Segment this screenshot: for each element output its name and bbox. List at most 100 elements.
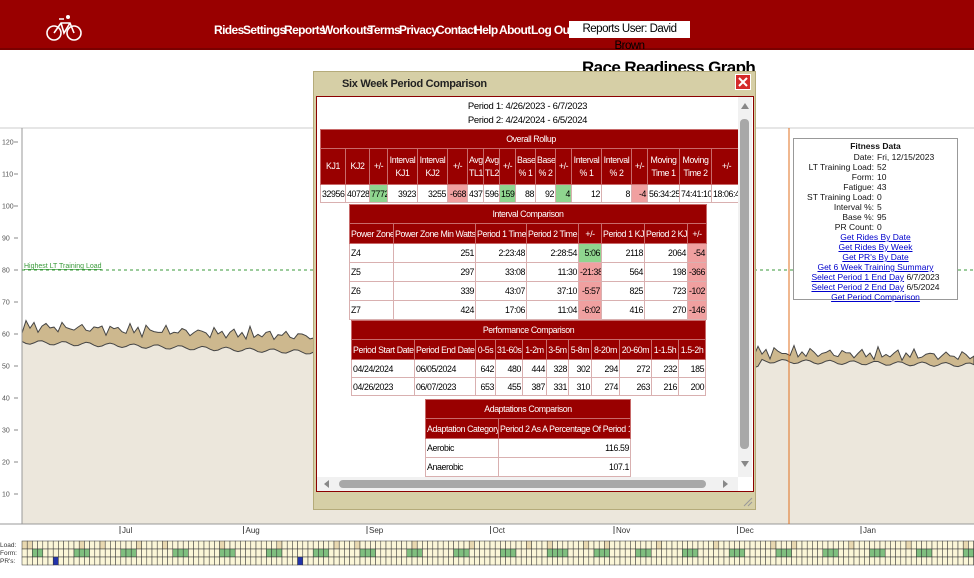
strip-cell bbox=[500, 556, 506, 566]
strip-cell bbox=[708, 556, 714, 566]
strip-cell bbox=[916, 540, 922, 550]
strip-cell bbox=[760, 540, 766, 550]
dialog: Six Week Period Comparison Period 1: 4/2… bbox=[313, 71, 756, 510]
strip-cell bbox=[500, 548, 506, 558]
v-scroll-thumb[interactable] bbox=[740, 119, 749, 449]
strip-cell bbox=[364, 548, 371, 558]
strip-cell bbox=[406, 540, 413, 550]
nav-link[interactable]: About bbox=[499, 23, 531, 37]
table-cell: 88 bbox=[515, 184, 536, 203]
strip-cell bbox=[869, 540, 876, 550]
strip-cell bbox=[151, 556, 158, 566]
strip-cell bbox=[780, 540, 787, 550]
strip-cell bbox=[916, 556, 922, 566]
strip-cell bbox=[32, 556, 38, 566]
strip-cell bbox=[297, 548, 304, 558]
table-cell: 653 bbox=[475, 377, 496, 396]
stat-value: 10 bbox=[877, 172, 887, 182]
y-tick-label: 50 bbox=[2, 364, 10, 371]
nav-link[interactable]: Terms bbox=[368, 23, 401, 37]
strip-cell bbox=[479, 556, 486, 566]
link[interactable]: Get Period Comparison bbox=[831, 292, 920, 302]
strip-cell bbox=[578, 548, 584, 558]
nav-link[interactable]: Workouts bbox=[322, 23, 373, 37]
strip-cell bbox=[328, 556, 335, 566]
column-header-row: Adaptation Category Period 2 As A Percent… bbox=[425, 418, 632, 439]
table-cell: 2118 bbox=[601, 243, 645, 263]
strip-cell bbox=[370, 548, 376, 558]
strip-cell bbox=[136, 548, 142, 558]
strip-cell bbox=[250, 548, 257, 558]
nav-link[interactable]: Help bbox=[474, 23, 498, 37]
strip-cell bbox=[598, 556, 605, 566]
strip-cell bbox=[146, 540, 153, 550]
strip-cell bbox=[84, 540, 90, 550]
strip-cell bbox=[910, 556, 917, 566]
strip-cell bbox=[604, 548, 610, 558]
stat-row: Date: Fri, 12/15/2023 bbox=[794, 152, 957, 162]
strip-cell bbox=[650, 556, 657, 566]
stat-label: Form: bbox=[851, 172, 874, 182]
table-title: Overall Rollup bbox=[319, 129, 738, 149]
link[interactable]: Get PR's By Date bbox=[842, 252, 909, 262]
strip-cell bbox=[593, 548, 600, 558]
strip-cell bbox=[188, 548, 194, 558]
h-scroll-thumb[interactable] bbox=[339, 480, 706, 488]
resize-grip[interactable] bbox=[743, 497, 753, 507]
link[interactable]: Get 6 Week Training Summary bbox=[817, 262, 934, 272]
strip-cell bbox=[578, 556, 584, 566]
strip-cell bbox=[437, 556, 444, 566]
strip-cell bbox=[687, 540, 694, 550]
strip-cell bbox=[567, 540, 574, 550]
strip-cell bbox=[219, 548, 226, 558]
strip-cell bbox=[266, 556, 272, 566]
strip-cell bbox=[619, 548, 626, 558]
strip-cell bbox=[869, 556, 876, 566]
logo[interactable] bbox=[45, 13, 85, 43]
strip-cell bbox=[604, 556, 610, 566]
table-row: 32956 40728 7772 3923 3255 -668 437 596 159 88 92 4… bbox=[320, 184, 738, 203]
strip-cell bbox=[806, 540, 813, 550]
y-tick-label: 110 bbox=[2, 172, 13, 179]
strip-cell bbox=[812, 540, 818, 550]
nav-link[interactable]: Settings bbox=[243, 23, 286, 37]
nav-link[interactable]: Reports bbox=[284, 23, 326, 37]
table-row: Z7 424 17:06 11:04 -6:02 416 270 -146 bbox=[349, 300, 707, 320]
rollup-table: Overall Rollup KJ1 KJ2 +/- Interval KJ1 Inter… bbox=[319, 129, 738, 203]
strip-cell bbox=[640, 556, 647, 566]
strip-cell bbox=[910, 548, 917, 558]
close-button[interactable] bbox=[735, 74, 751, 90]
strip-cell bbox=[188, 540, 194, 550]
strip-cell bbox=[567, 556, 574, 566]
strip-cell bbox=[806, 556, 813, 566]
nav-link[interactable]: Privacy bbox=[399, 23, 438, 37]
strip-cell bbox=[73, 548, 80, 558]
column-header: Period End Date bbox=[414, 339, 476, 360]
strip-cell bbox=[739, 548, 746, 558]
strip-cell bbox=[874, 540, 881, 550]
strip-cell bbox=[666, 540, 673, 550]
strip-cell bbox=[271, 540, 278, 550]
nav-link[interactable]: Log Out bbox=[531, 23, 573, 37]
table-row: Anaerobic 107.1 bbox=[425, 457, 632, 477]
nav-link[interactable]: Contact bbox=[436, 23, 477, 37]
stat-row: PR Count: 0 bbox=[794, 222, 957, 232]
strip-cell bbox=[510, 548, 517, 558]
strip-cell bbox=[562, 540, 569, 550]
table-cell: 37:10 bbox=[526, 281, 579, 301]
strip-cell bbox=[167, 556, 174, 566]
link[interactable]: Select Period 1 End Day bbox=[811, 272, 905, 282]
strip-cell bbox=[479, 540, 486, 550]
table-cell: 2:28:54 bbox=[526, 243, 579, 263]
link[interactable]: Get Rides By Date bbox=[840, 232, 911, 242]
strip-cell bbox=[687, 548, 694, 558]
table-cell: Z5 bbox=[349, 262, 394, 282]
link[interactable]: Get Rides By Week bbox=[838, 242, 913, 252]
strip-cell bbox=[723, 556, 730, 566]
nav-link[interactable]: Rides bbox=[214, 23, 244, 37]
strip-cell bbox=[468, 556, 475, 566]
link[interactable]: Select Period 2 End Day bbox=[811, 282, 905, 292]
strip-cell bbox=[661, 540, 668, 550]
month-label: Oct bbox=[493, 526, 506, 535]
column-header: Period 2 As A Percentage Of Period 1 bbox=[497, 418, 632, 439]
